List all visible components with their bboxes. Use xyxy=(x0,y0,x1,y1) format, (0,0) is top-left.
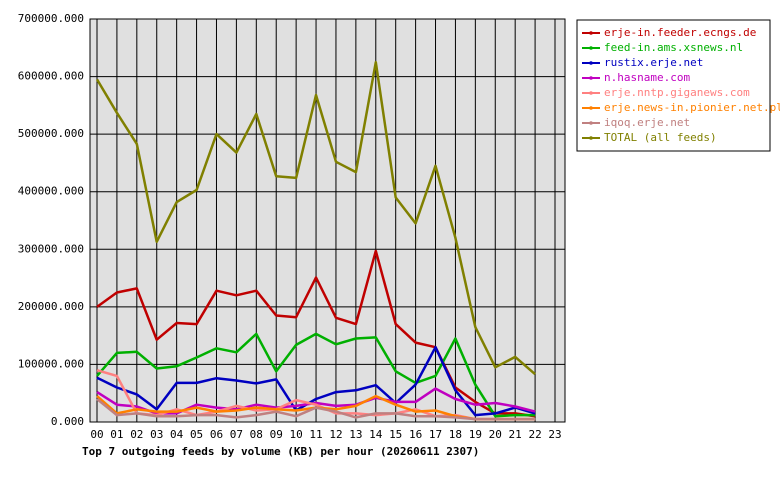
series-line xyxy=(95,60,536,376)
x-tick-label: 21 xyxy=(509,428,522,441)
y-tick-label: 300000.000 xyxy=(18,242,84,255)
y-tick-label: 100000.000 xyxy=(18,357,84,370)
series-line xyxy=(96,345,536,417)
legend-dot xyxy=(589,31,593,35)
x-tick-label: 04 xyxy=(170,428,184,441)
x-tick-label: 13 xyxy=(349,428,362,441)
x-tick-label: 00 xyxy=(90,428,103,441)
x-tick-label: 18 xyxy=(449,428,462,441)
x-tick-label: 16 xyxy=(409,428,422,441)
series-line xyxy=(96,249,536,418)
x-tick-label: 10 xyxy=(290,428,303,441)
plot-area xyxy=(89,18,566,423)
legend-label: iqoq.erje.net xyxy=(604,116,690,129)
y-tick-label: 400000.000 xyxy=(18,185,84,198)
y-tick-label: 0.000 xyxy=(51,415,84,428)
legend-label: TOTAL (all feeds) xyxy=(604,131,717,144)
x-tick-label: 02 xyxy=(130,428,143,441)
x-tick-label: 22 xyxy=(528,428,541,441)
legend-dot xyxy=(589,136,593,140)
x-tick-label: 20 xyxy=(489,428,502,441)
legend-dot xyxy=(589,46,593,50)
x-tick-label: 17 xyxy=(429,428,442,441)
chart-title: Top 7 outgoing feeds by volume (KB) per … xyxy=(82,445,479,458)
y-tick-label: 600000.000 xyxy=(18,70,84,83)
x-tick-label: 01 xyxy=(110,428,123,441)
y-tick-label: 200000.000 xyxy=(18,300,84,313)
x-tick-label: 07 xyxy=(230,428,243,441)
x-tick-label: 09 xyxy=(270,428,283,441)
legend-dot xyxy=(589,61,593,65)
x-tick-label: 19 xyxy=(469,428,482,441)
x-tick-label: 14 xyxy=(369,428,383,441)
x-tick-label: 05 xyxy=(190,428,203,441)
series-line xyxy=(96,398,536,421)
legend-dot xyxy=(589,76,593,80)
x-tick-label: 08 xyxy=(250,428,263,441)
legend-dot xyxy=(589,106,593,110)
legend-label: feed-in.ams.xsnews.nl xyxy=(604,41,743,54)
x-tick-label: 23 xyxy=(548,428,561,441)
legend-label: erje-in.feeder.ecngs.de xyxy=(604,26,756,39)
x-tick-label: 15 xyxy=(389,428,402,441)
legend-dot xyxy=(589,121,593,125)
series-line xyxy=(96,387,536,415)
x-tick-label: 12 xyxy=(329,428,342,441)
legend-label: erje.nntp.giganews.com xyxy=(604,86,750,99)
x-tick-label: 11 xyxy=(309,428,322,441)
y-tick-label: 700000.000 xyxy=(18,12,84,25)
series-line xyxy=(96,332,536,418)
legend-dot xyxy=(589,91,593,95)
legend-box xyxy=(576,19,771,152)
legend-label: rustix.erje.net xyxy=(604,56,703,69)
y-tick-label: 500000.000 xyxy=(18,127,84,140)
legend-label: n.hasname.com xyxy=(604,71,690,84)
legend-label: erje.news-in.pionier.net.pl xyxy=(604,101,780,114)
x-tick-label: 06 xyxy=(210,428,223,441)
x-tick-label: 03 xyxy=(150,428,163,441)
